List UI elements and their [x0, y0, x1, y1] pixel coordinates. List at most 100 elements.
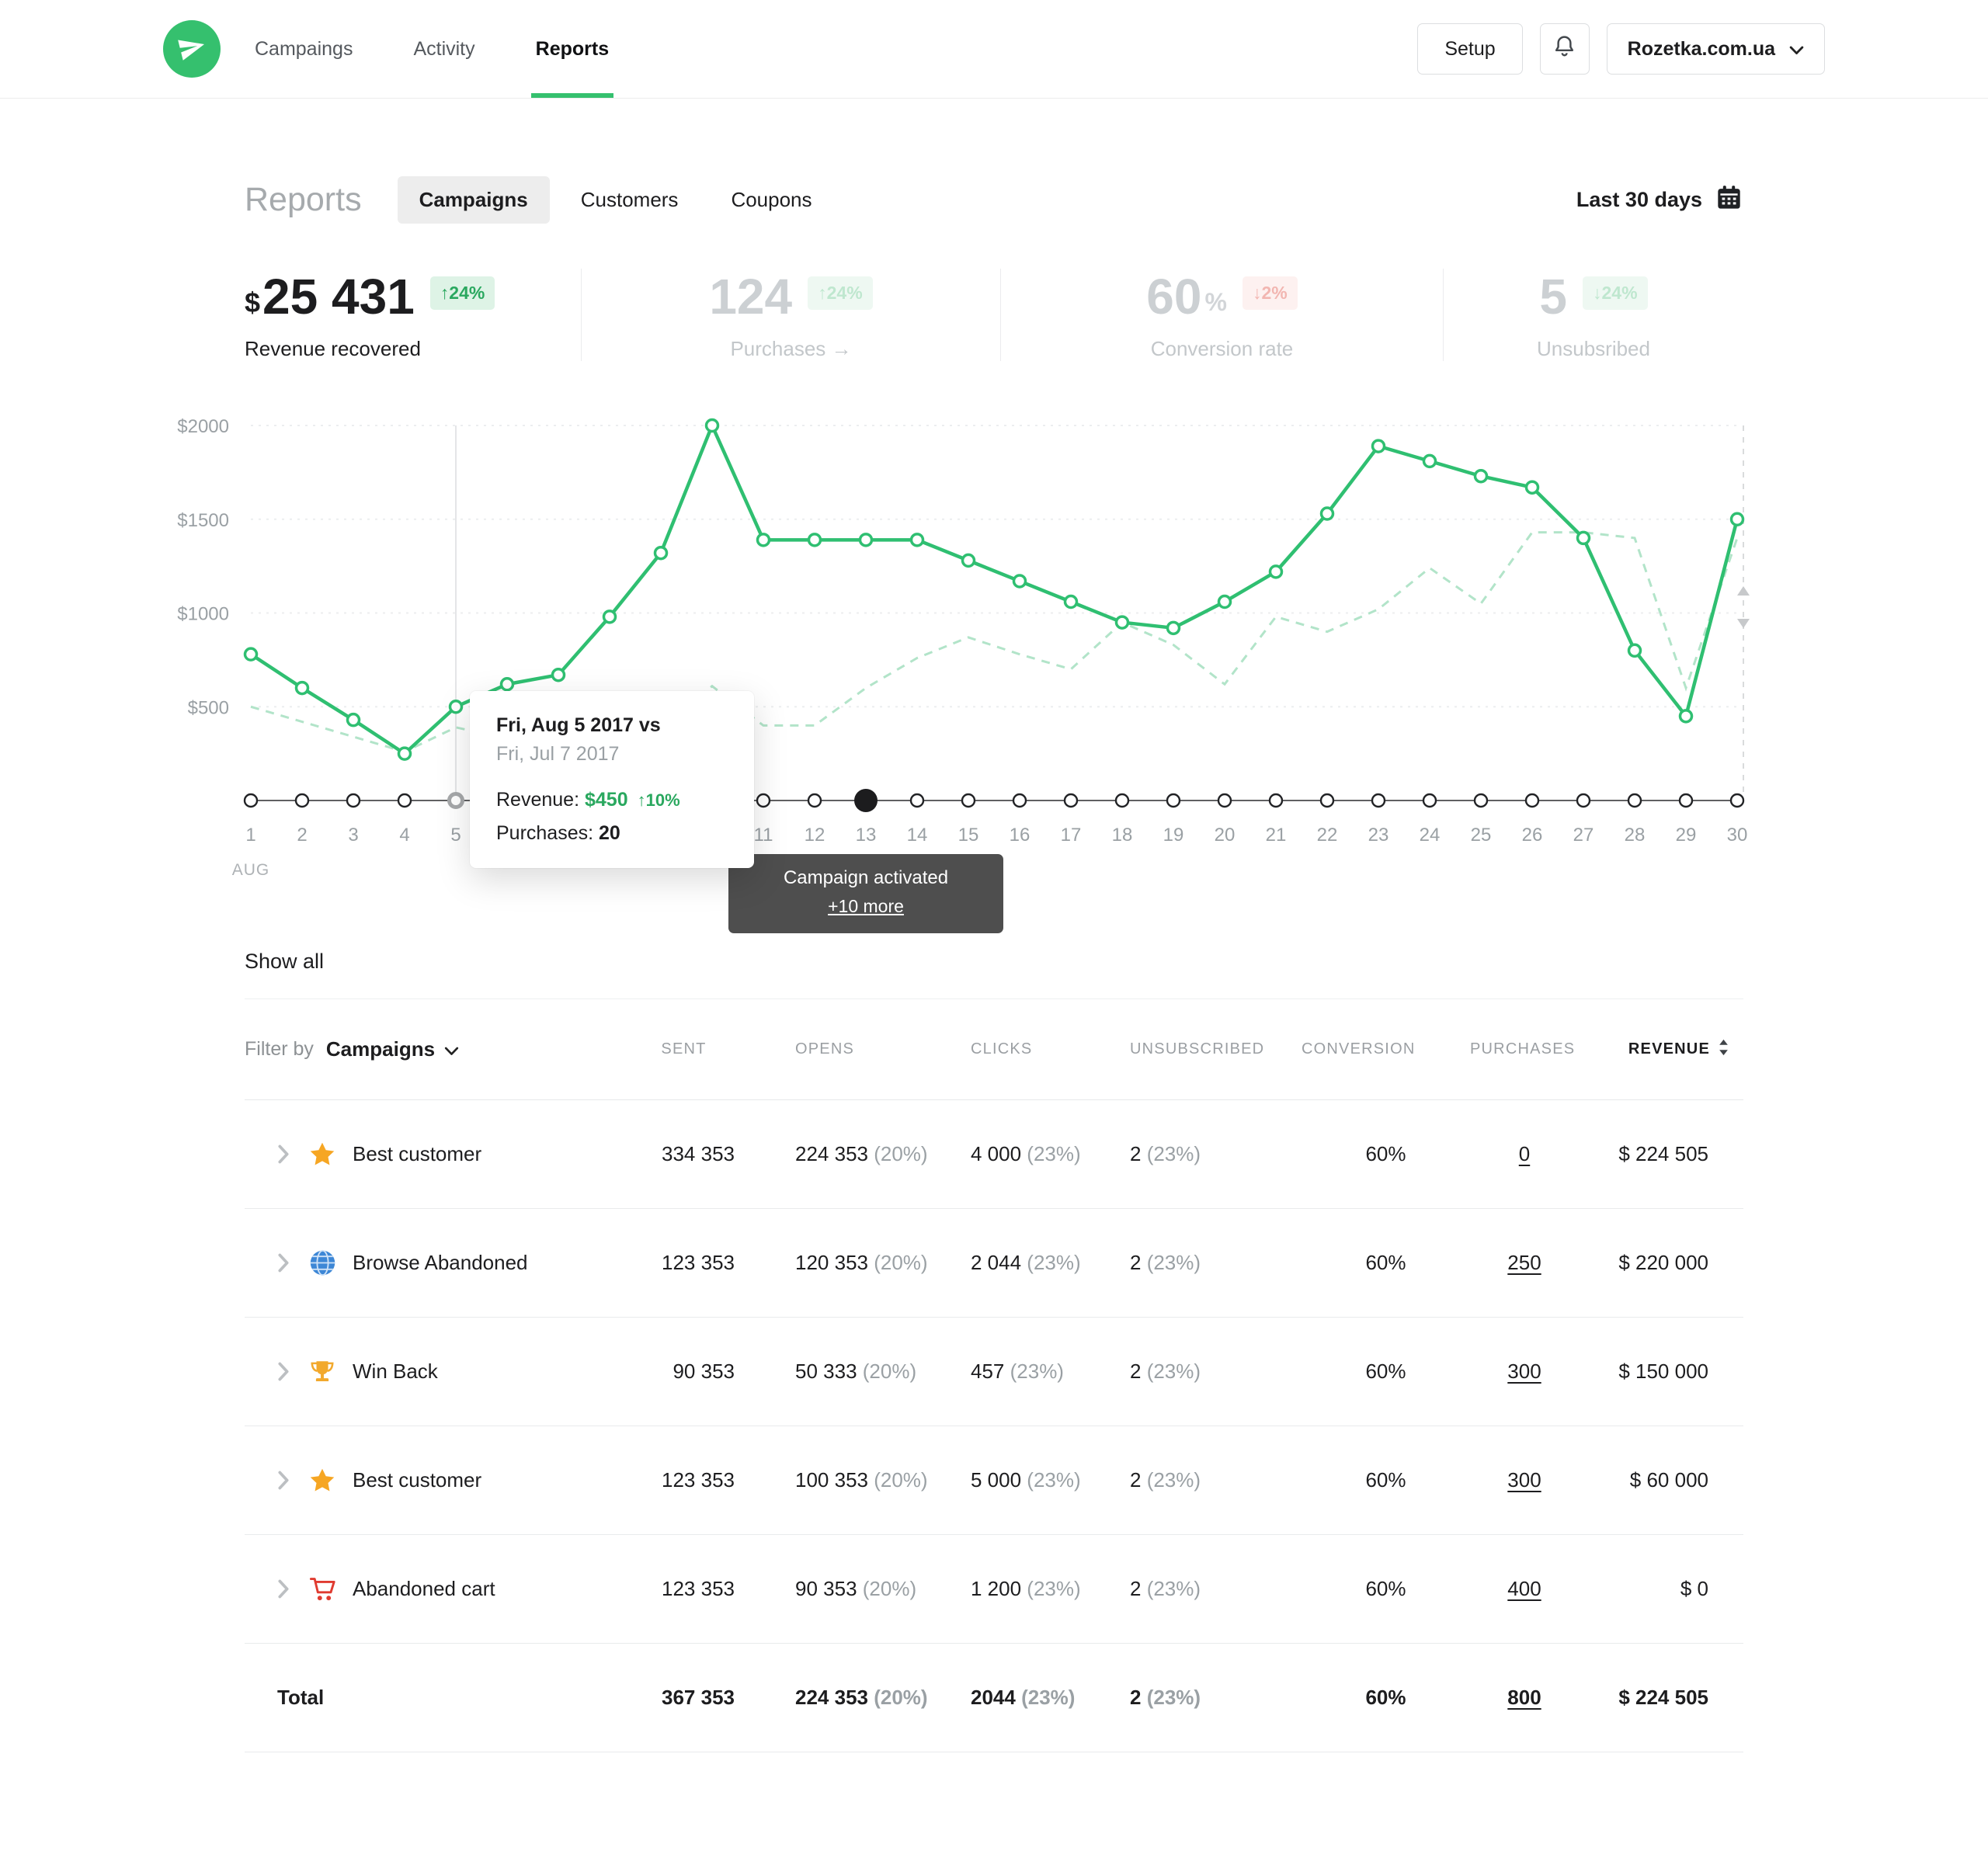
notifications-button[interactable] — [1539, 23, 1590, 75]
data-point-marker[interactable] — [1371, 439, 1386, 453]
data-point-marker[interactable] — [243, 647, 259, 662]
table-row[interactable]: Abandoned cart 123 353 90 353 (20%) 1 200 (… — [245, 1535, 1743, 1644]
chevron-right-icon[interactable] — [277, 1470, 308, 1491]
data-point-marker[interactable] — [1012, 574, 1027, 589]
event-dot[interactable] — [1729, 793, 1745, 808]
purchases-link[interactable]: 400 — [1507, 1577, 1541, 1600]
data-point-marker[interactable] — [1114, 615, 1130, 630]
drag-handle-icon[interactable] — [1737, 586, 1750, 628]
data-point-marker[interactable] — [1729, 512, 1745, 526]
date-range-picker[interactable]: Last 30 days — [1576, 183, 1743, 217]
chevron-right-icon[interactable] — [277, 1361, 308, 1382]
kpi-delta-badge: ↑24% — [429, 276, 495, 310]
table-row[interactable]: Browse Abandoned 123 353 120 353 (20%) 2 04… — [245, 1209, 1743, 1318]
filter-dropdown[interactable]: Campaigns — [326, 1037, 459, 1061]
data-point-marker[interactable] — [602, 609, 617, 624]
data-point-marker[interactable] — [1217, 594, 1232, 609]
event-dot[interactable] — [1627, 793, 1642, 808]
nav-item-campaigns[interactable]: Campaings — [255, 37, 353, 60]
column-header-sent[interactable]: SENT — [661, 1040, 707, 1057]
setup-button[interactable]: Setup — [1417, 23, 1523, 75]
data-point-marker[interactable] — [807, 533, 822, 547]
data-point-marker[interactable] — [1576, 530, 1591, 546]
event-dot[interactable] — [756, 793, 771, 808]
total-purchases-link[interactable]: 800 — [1507, 1686, 1541, 1709]
data-point-marker[interactable] — [346, 712, 361, 728]
data-point-marker[interactable] — [1627, 643, 1642, 658]
column-header-unsubscribed[interactable]: UNSUBSCRIBED — [1130, 1040, 1265, 1057]
data-point-marker[interactable] — [704, 418, 720, 433]
event-dot[interactable] — [1166, 793, 1181, 808]
data-point-marker[interactable] — [397, 746, 412, 761]
event-dot[interactable] — [243, 793, 259, 808]
data-point-marker[interactable] — [909, 533, 925, 547]
show-all-link[interactable]: Show all — [245, 950, 325, 973]
tab-campaigns[interactable]: Campaigns — [397, 176, 550, 224]
event-dot[interactable] — [1217, 793, 1232, 808]
data-point-marker[interactable] — [448, 700, 464, 714]
column-header-revenue[interactable]: REVENUE — [1579, 1038, 1743, 1061]
event-dot[interactable] — [1012, 793, 1027, 808]
data-point-marker[interactable] — [756, 533, 771, 547]
kpi-revenue-recovered[interactable]: $25 431 ↑24% Revenue recovered — [245, 269, 581, 361]
purchases-link[interactable]: 0 — [1518, 1142, 1531, 1165]
data-point-marker[interactable] — [858, 533, 874, 547]
event-dot[interactable] — [1268, 793, 1284, 808]
table-row[interactable]: Best customer 123 353 100 353 (20%) 5 000 (… — [245, 1426, 1743, 1535]
event-dot[interactable] — [1576, 793, 1591, 808]
nav-item-reports[interactable]: Reports — [530, 0, 614, 98]
event-dot[interactable] — [1114, 793, 1130, 808]
data-point-marker[interactable] — [1422, 453, 1437, 469]
kpi-summary-row: $25 431 ↑24% Revenue recovered 124 ↑24% … — [245, 269, 1743, 361]
column-header-conversion[interactable]: CONVERSION — [1302, 1040, 1416, 1057]
event-dot[interactable] — [397, 793, 412, 808]
event-dot[interactable] — [1473, 793, 1489, 808]
event-dot[interactable] — [1371, 793, 1386, 808]
event-dot[interactable] — [1063, 793, 1079, 808]
event-dot[interactable] — [1524, 793, 1540, 808]
data-point-marker[interactable] — [1268, 564, 1284, 579]
chevron-right-icon[interactable] — [277, 1578, 308, 1599]
data-point-marker[interactable] — [1166, 620, 1181, 636]
unsubscribed-value: 2 (23%) — [1130, 1468, 1201, 1492]
event-dot[interactable] — [294, 793, 310, 808]
data-point-marker[interactable] — [499, 677, 515, 692]
column-header-clicks[interactable]: CLICKS — [971, 1040, 1033, 1057]
data-point-marker[interactable] — [1524, 480, 1540, 495]
chevron-right-icon[interactable] — [277, 1144, 308, 1165]
table-row[interactable]: Best customer 334 353 224 353 (20%) 4 000 (… — [245, 1100, 1743, 1209]
event-dot[interactable] — [909, 793, 925, 808]
data-point-marker[interactable] — [294, 680, 310, 696]
tab-coupons[interactable]: Coupons — [731, 188, 812, 211]
account-dropdown[interactable]: Rozetka.com.ua — [1606, 23, 1825, 75]
event-tooltip-more-link[interactable]: +10 more — [828, 896, 904, 917]
table-row[interactable]: Win Back 90 353 50 333 (20%) 457 (23%) 2 (23… — [245, 1318, 1743, 1426]
data-point-marker[interactable] — [653, 545, 669, 561]
event-dot[interactable] — [1678, 793, 1694, 808]
purchases-link[interactable]: 300 — [1507, 1468, 1541, 1492]
data-point-marker[interactable] — [1319, 506, 1335, 521]
data-point-marker[interactable] — [961, 553, 976, 568]
event-dot-hovered[interactable] — [447, 792, 464, 809]
data-point-marker[interactable] — [1063, 594, 1079, 609]
purchases-link[interactable]: 250 — [1507, 1251, 1541, 1274]
kpi-purchases[interactable]: 124 ↑24% Purchases → — [581, 269, 1000, 361]
tab-customers[interactable]: Customers — [580, 188, 679, 211]
column-header-purchases[interactable]: PURCHASES — [1470, 1040, 1576, 1057]
event-dot[interactable] — [961, 793, 976, 808]
event-dot[interactable] — [346, 793, 361, 808]
column-header-opens[interactable]: OPENS — [795, 1040, 855, 1057]
kpi-conversion-rate[interactable]: 60% ↓2% Conversion rate — [1000, 269, 1443, 361]
chevron-right-icon[interactable] — [277, 1252, 308, 1273]
kpi-unsubscribed[interactable]: 5 ↓24% Unsubsribed — [1443, 269, 1743, 361]
app-logo[interactable] — [163, 20, 221, 78]
purchases-link[interactable]: 300 — [1507, 1360, 1541, 1383]
event-dot[interactable] — [1422, 793, 1437, 808]
data-point-marker[interactable] — [551, 667, 566, 682]
event-dot-selected[interactable] — [854, 789, 878, 812]
nav-item-activity[interactable]: Activity — [413, 37, 475, 60]
data-point-marker[interactable] — [1473, 468, 1489, 484]
event-dot[interactable] — [807, 793, 822, 808]
data-point-marker[interactable] — [1678, 709, 1694, 724]
event-dot[interactable] — [1319, 793, 1335, 808]
